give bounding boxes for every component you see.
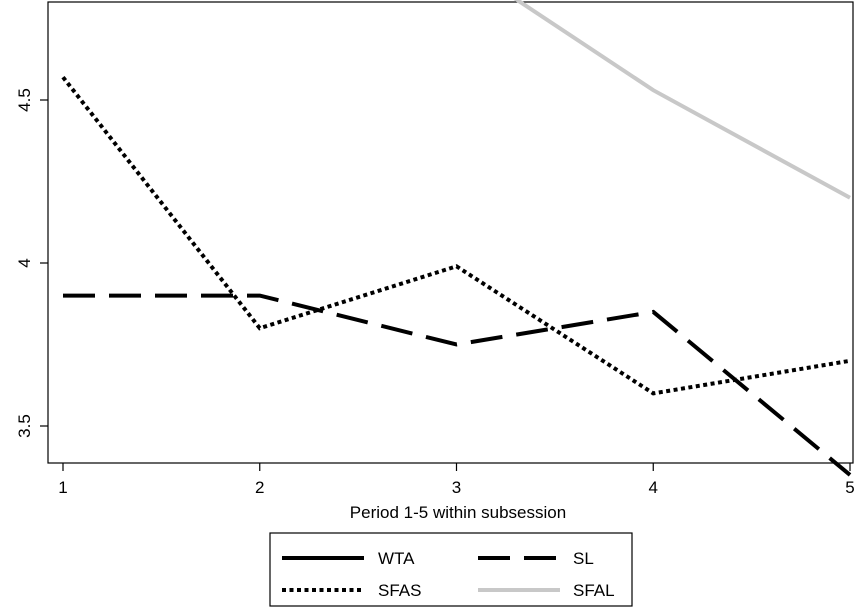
x-tick-label: 1 (58, 478, 67, 497)
y-tick-label: 4 (15, 258, 34, 267)
series-line-sfas (61, 75, 851, 396)
series-line-sfal (513, 0, 851, 200)
legend-label-wta: WTA (378, 549, 415, 568)
legend-box (269, 532, 633, 607)
y-axis: 3.544.555.56 (15, 88, 48, 438)
plot-frame (47, 1, 854, 464)
legend-label-sfal: SFAL (573, 581, 615, 600)
x-tick-label: 5 (845, 478, 854, 497)
legend: WTA SL SFAS SFAL (269, 532, 633, 607)
y-tick-label: 3.5 (15, 414, 34, 438)
x-tick-label: 3 (452, 478, 461, 497)
x-tick-label: 2 (255, 478, 264, 497)
x-tick-label: 4 (649, 478, 658, 497)
legend-label-sfas: SFAS (378, 581, 421, 600)
y-tick-label: 4.5 (15, 88, 34, 112)
x-axis: 1 2 3 4 5 (58, 463, 855, 497)
legend-label-sl: SL (573, 549, 594, 568)
series-line-sl (63, 293, 852, 477)
series-layer (61, 0, 852, 477)
x-axis-title: Period 1-5 within subsession (350, 503, 566, 522)
